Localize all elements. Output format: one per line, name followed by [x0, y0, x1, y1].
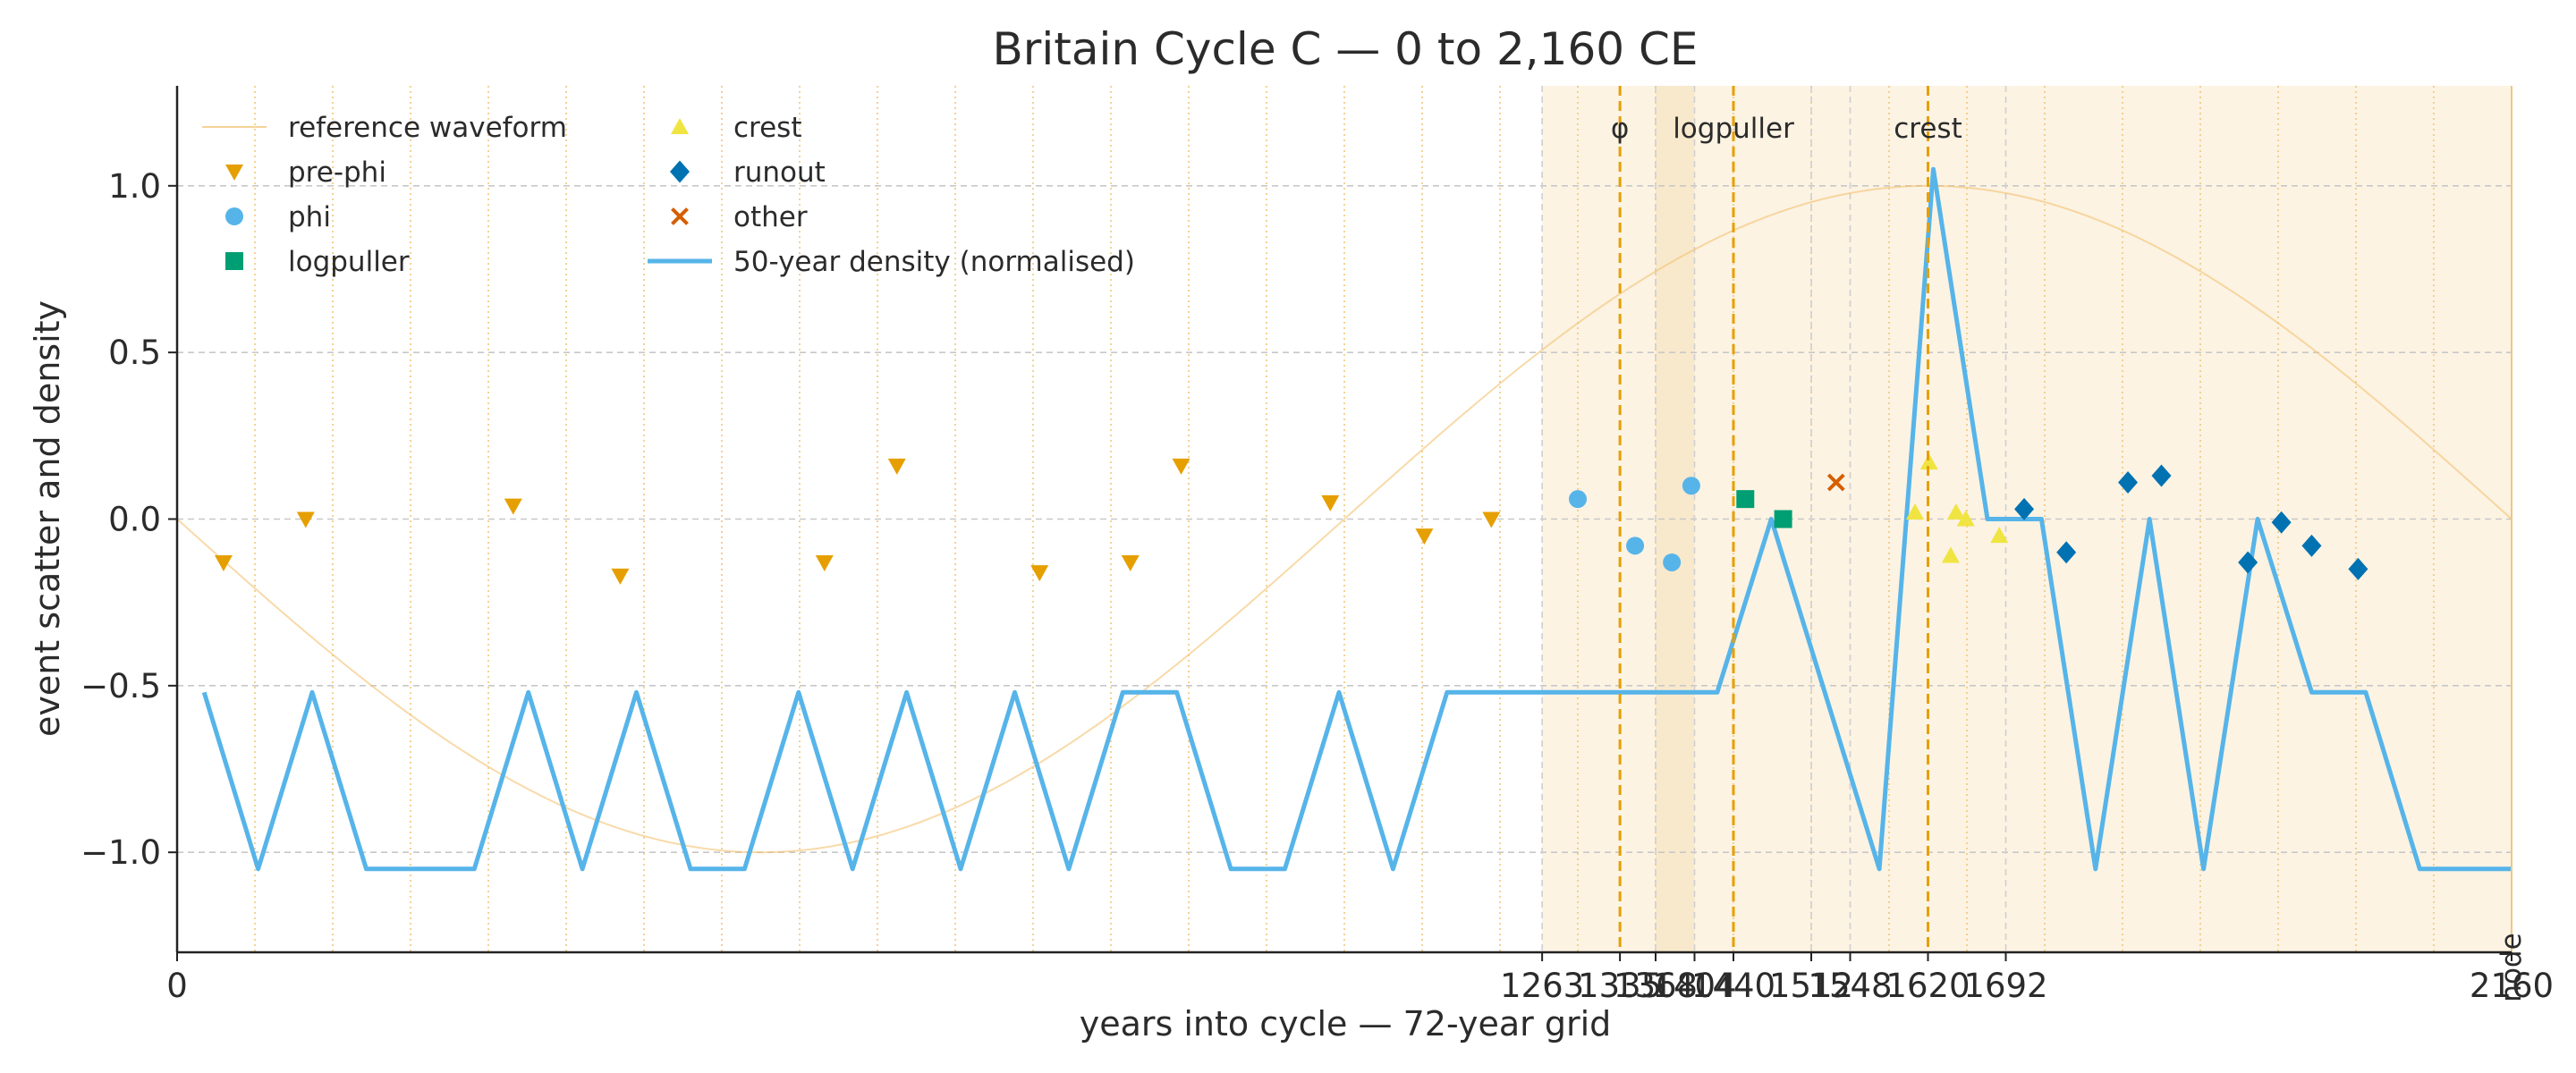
y-tick-label: −1.0	[80, 833, 161, 872]
legend-label: crest	[733, 112, 802, 144]
y-tick-label: 0.0	[108, 501, 161, 539]
x-tick-label: 1440	[1691, 967, 1775, 1005]
runout-point	[2271, 511, 2292, 534]
runout-point	[2056, 541, 2077, 564]
pre-phi-point	[1415, 528, 1434, 545]
x-tick-label: 1335	[1578, 967, 1662, 1005]
chart-title: Britain Cycle C — 0 to 2,160 CE	[992, 23, 1698, 75]
x-tick-label: 2160	[2470, 967, 2554, 1005]
x-tick-label: 1692	[1963, 967, 2047, 1005]
pre-phi-point	[611, 568, 630, 585]
phase-marker-label: logpuller	[1673, 113, 1794, 145]
pre-phi-point	[1030, 565, 1049, 582]
pre-phi-point	[296, 511, 315, 528]
x-tick-label: 1512	[1769, 967, 1853, 1005]
density-line	[201, 166, 2512, 872]
reference-waveform-line	[176, 184, 2512, 854]
logpuller-point	[1774, 510, 1792, 528]
legend-swatch	[225, 207, 243, 225]
other-point	[1826, 473, 1845, 492]
phi-point	[1682, 477, 1700, 495]
legend-label: 50-year density (normalised)	[733, 246, 1135, 278]
legend-swatch	[671, 207, 689, 225]
pre-phi-point	[1172, 458, 1191, 475]
x-tick-label: 1620	[1885, 967, 1970, 1005]
crest-point	[1941, 546, 1960, 563]
legend: reference waveform pre-phi phi logpuller cre…	[202, 112, 1135, 278]
crest-point	[1956, 510, 1975, 527]
y-tick-label: −0.5	[80, 667, 161, 705]
legend-label: pre-phi	[288, 156, 386, 189]
runout-point	[2014, 497, 2035, 520]
legend-swatch	[671, 118, 689, 134]
crest-point	[1906, 503, 1924, 520]
phi-point	[1626, 536, 1645, 555]
legend-swatch	[225, 252, 243, 270]
phi-point	[1663, 553, 1682, 571]
pre-phi-point	[1321, 494, 1340, 511]
legend-swatch	[670, 160, 690, 183]
crest-point	[1990, 527, 2009, 544]
legend-label: reference waveform	[288, 112, 567, 144]
phi-point	[1569, 490, 1587, 509]
y-axis-label: event scatter and density	[28, 300, 67, 737]
x-axis-label: years into cycle — 72-year grid	[1080, 1004, 1612, 1043]
pre-phi-point	[214, 554, 233, 571]
legend-label: runout	[733, 156, 826, 189]
phase-markers: φ logpuller crest node	[1611, 86, 2528, 1002]
y-tick-label: 1.0	[108, 167, 161, 206]
phase-marker-label: φ	[1611, 113, 1629, 145]
legend-label: other	[733, 201, 808, 233]
x-tick-label: 1263	[1500, 967, 1584, 1005]
x-tick-label: 1404	[1652, 967, 1736, 1005]
crest-point	[1946, 503, 1965, 520]
y-tick-label: 0.5	[108, 334, 161, 372]
legend-swatch	[225, 165, 243, 181]
legend-label: phi	[288, 201, 331, 233]
runout-point	[2238, 551, 2258, 574]
pre-phi-point	[1121, 554, 1140, 571]
runout-point	[2118, 471, 2139, 494]
pre-phi-point	[1482, 511, 1501, 528]
legend-label: logpuller	[288, 246, 410, 278]
x-tick-label: 1548	[1808, 967, 1892, 1005]
logpuller-point	[1736, 490, 1755, 509]
pre-phi-point	[887, 458, 906, 475]
end-marker-label: node	[2496, 933, 2528, 1001]
runout-point	[2301, 534, 2322, 557]
x-tick-label: 1368	[1614, 967, 1698, 1005]
crest-point	[1919, 453, 1938, 470]
plot-series	[176, 166, 2512, 872]
pre-phi-point	[504, 498, 522, 515]
runout-point	[2151, 464, 2172, 487]
pre-phi-point	[815, 554, 834, 571]
x-tick-label: 0	[166, 967, 188, 1005]
phase-marker-label: crest	[1894, 113, 1962, 145]
runout-point	[2348, 557, 2368, 580]
